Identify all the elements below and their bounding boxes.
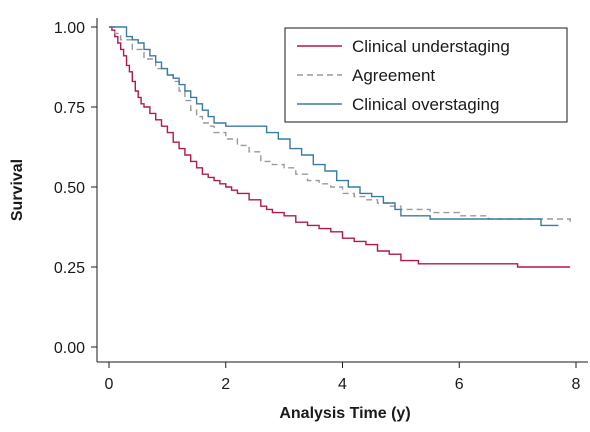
x-tick-label: 2 (221, 376, 230, 393)
x-tick-label: 6 (455, 376, 464, 393)
y-axis-title: Survival (9, 159, 26, 221)
series-layer (109, 26, 571, 268)
x-tick-label: 4 (338, 376, 347, 393)
y-tick-label: 0.00 (54, 340, 85, 357)
series-line-clinical-overstaging (109, 26, 559, 227)
y-tick-label: 0.25 (54, 260, 85, 277)
legend-label: Clinical understaging (352, 37, 510, 56)
series-line-clinical-understaging (109, 26, 571, 268)
axes-layer: 0.00 0.25 0.50 0.75 1.00 0 2 4 6 8 (54, 18, 588, 393)
x-axis-title: Analysis Time (y) (279, 405, 410, 422)
legend-label: Agreement (352, 66, 435, 85)
legend: Clinical understaging Agreement Clinical o… (284, 27, 568, 123)
legend-label: Clinical overstaging (352, 95, 499, 114)
x-tick-label: 8 (572, 376, 581, 393)
y-tick-label: 0.75 (54, 100, 85, 117)
x-tick-label: 0 (105, 376, 114, 393)
y-tick-label: 0.50 (54, 180, 85, 197)
y-tick-label: 1.00 (54, 20, 85, 37)
